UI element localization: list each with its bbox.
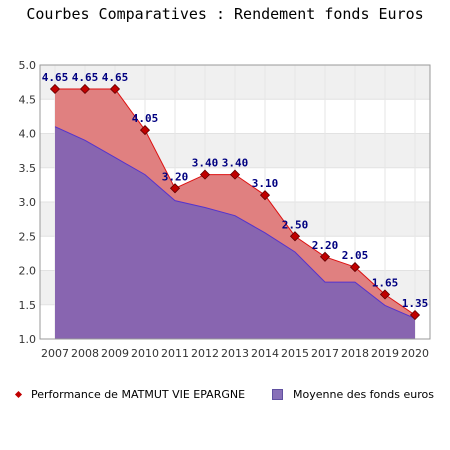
y-tick-label: 3.5 (19, 162, 37, 175)
x-tick-label: 2009 (101, 347, 129, 360)
legend-marker-moyenne-icon (272, 389, 283, 400)
data-label: 1.65 (372, 276, 399, 289)
y-tick-label: 4.5 (19, 93, 37, 106)
x-tick-label: 2020 (401, 347, 429, 360)
data-point-marker (289, 231, 301, 242)
x-tick-label: 2012 (191, 347, 219, 360)
legend-marker-performance-icon (14, 390, 23, 399)
data-label: 3.40 (192, 157, 219, 170)
legend-item-performance: Performance de MATMUT VIE EPARGNE (14, 388, 245, 401)
data-point-marker (349, 262, 361, 273)
y-tick-label: 5.0 (19, 59, 37, 72)
legend-label-moyenne: Moyenne des fonds euros (293, 388, 434, 401)
data-point-marker (379, 289, 391, 300)
x-tick-label: 2015 (281, 347, 309, 360)
legend-item-moyenne: Moyenne des fonds euros (272, 388, 434, 401)
x-tick-label: 2011 (161, 347, 189, 360)
data-label: 4.65 (72, 71, 99, 84)
x-tick-label: 2007 (41, 347, 69, 360)
series-moyenne-line (54, 126, 416, 319)
data-label: 1.35 (402, 297, 429, 310)
y-tick-label: 1.0 (19, 333, 37, 346)
data-point-marker (229, 169, 241, 180)
legend-label-performance: Performance de MATMUT VIE EPARGNE (31, 388, 246, 401)
data-point-marker (109, 83, 121, 95)
data-point-marker (259, 190, 271, 201)
plot-border (39, 64, 431, 340)
series-moyenne-area (55, 126, 415, 340)
data-label: 4.65 (102, 71, 129, 84)
data-point-marker (169, 183, 181, 194)
data-point-marker (139, 125, 151, 136)
data-label: 2.50 (282, 218, 309, 231)
y-tick-label: 2.5 (19, 230, 37, 243)
y-tick-label: 3.0 (19, 196, 37, 209)
x-tick-label: 2008 (71, 347, 99, 360)
data-label: 2.05 (342, 249, 369, 262)
legend: Performance de MATMUT VIE EPARGNE Moyenn… (0, 388, 450, 404)
x-tick-label: 2014 (251, 347, 279, 360)
data-point-marker (319, 251, 331, 262)
x-tick-label: 2017 (311, 347, 339, 360)
data-point-marker (79, 83, 91, 95)
x-tick-label: 2018 (341, 347, 369, 360)
data-label: 4.65 (42, 71, 69, 84)
y-tick-label: 4.0 (19, 128, 37, 141)
data-label: 3.10 (252, 177, 279, 190)
y-tick-label: 2.0 (19, 265, 37, 278)
data-label: 4.05 (132, 112, 159, 125)
x-tick-label: 2010 (131, 347, 159, 360)
data-point-marker (49, 83, 61, 95)
y-tick-label: 1.5 (19, 299, 37, 312)
x-tick-label: 2019 (371, 347, 399, 360)
x-tick-label: 2013 (221, 347, 249, 360)
data-label: 3.20 (162, 170, 189, 183)
data-point-marker (199, 169, 211, 180)
data-label: 3.40 (222, 157, 249, 170)
chart-title: Courbes Comparatives : Rendement fonds E… (26, 5, 424, 23)
data-point-marker (409, 309, 421, 321)
data-label: 2.20 (312, 239, 339, 252)
